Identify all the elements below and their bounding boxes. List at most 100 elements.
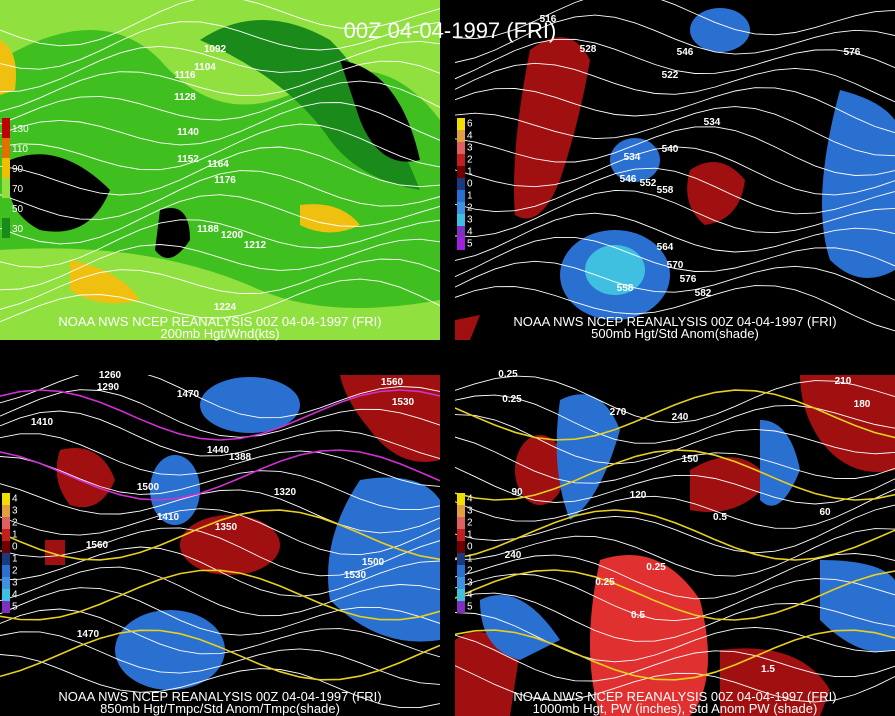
temperature-line <box>0 389 440 441</box>
colorbar-label: 4 <box>467 130 473 141</box>
colorbar-label: 2 <box>12 565 18 576</box>
colorbar-swatch <box>457 517 465 529</box>
contour-line <box>0 0 440 47</box>
contour-line <box>0 631 440 685</box>
contour-label: 1500 <box>137 482 160 493</box>
colorbar-label: 3 <box>12 505 18 516</box>
contour-label: 1388 <box>229 452 252 463</box>
colorbar-swatch <box>457 190 465 202</box>
contour-line <box>0 123 440 171</box>
contour-label: 0.25 <box>595 577 615 588</box>
colorbar-label: 4 <box>467 589 473 600</box>
contour-line <box>0 21 440 70</box>
colorbar-label: 130 <box>12 124 29 135</box>
contour-line <box>455 466 895 505</box>
contour-line <box>0 60 440 112</box>
contour-label: 522 <box>662 70 679 81</box>
contour-line <box>455 87 895 134</box>
panel-caption: 500mb Hgt/Std Anom(shade) <box>591 326 759 341</box>
contour-label: 564 <box>657 242 674 253</box>
contour-label: 576 <box>680 274 697 285</box>
contour-line <box>0 410 440 460</box>
colorbar-swatch <box>457 178 465 190</box>
colorbar-label: 1 <box>467 166 473 177</box>
contour-group <box>0 0 440 323</box>
colorbar-label: 3 <box>467 577 473 588</box>
contour-line <box>0 258 440 310</box>
contour-line <box>0 456 440 511</box>
contour-line <box>455 126 895 176</box>
contour-label: 582 <box>695 288 712 299</box>
contour-label: 1212 <box>244 240 267 251</box>
yellow-contour <box>0 569 440 621</box>
contour-line <box>455 212 895 261</box>
contour-label: 1128 <box>174 92 196 103</box>
colorbar-label: 50 <box>12 204 24 215</box>
colorbar-swatch <box>457 166 465 178</box>
contour-label: 1560 <box>86 540 109 551</box>
contour-label: 270 <box>610 407 627 418</box>
contour-label: 1.5 <box>761 664 775 675</box>
colorbar-swatch <box>2 577 10 589</box>
panel-200mb <box>0 0 440 340</box>
colorbar-label: 4 <box>467 493 473 504</box>
labels: NOAA NWS NCEP REANALYSIS 00Z 04-04-1997 … <box>2 14 871 716</box>
contour-label: 1320 <box>274 487 297 498</box>
colorbar-label: 70 <box>12 184 24 195</box>
contour-line <box>455 106 895 157</box>
contour-label: 150 <box>682 454 699 465</box>
panel-1000mb <box>455 375 895 716</box>
contour-label: 0.5 <box>713 512 727 523</box>
contour-line <box>455 62 895 103</box>
contour-line <box>455 436 895 484</box>
contour-line <box>455 573 895 622</box>
yellow-contour <box>455 449 895 501</box>
contour-line <box>455 634 895 682</box>
contour-label: 120 <box>630 490 647 501</box>
contour-line <box>0 170 440 220</box>
contour-line <box>0 566 440 617</box>
colorbar-swatch <box>2 493 10 505</box>
contour-line <box>0 587 440 636</box>
contour-label: 1200 <box>221 230 244 241</box>
contour-line <box>455 612 895 663</box>
contour-label: 90 <box>511 487 523 498</box>
contour-label: 1104 <box>194 62 216 73</box>
contour-label: 0.25 <box>502 394 522 405</box>
colorbar-swatch <box>2 158 10 178</box>
colorbar-swatch <box>457 130 465 142</box>
panel-500mb <box>455 8 895 340</box>
colorbar-label: 110 <box>12 144 28 155</box>
contour-line <box>0 389 440 438</box>
contour-line <box>455 236 895 278</box>
contour-line <box>455 189 895 238</box>
colorbar-swatch <box>457 142 465 154</box>
contour-line <box>0 238 440 291</box>
contour-line <box>455 146 895 196</box>
contour-label: 1092 <box>204 44 227 55</box>
yellow-contour <box>455 629 895 681</box>
contour-line <box>0 508 440 556</box>
contour-label: 0.25 <box>646 562 666 573</box>
contour-label: 516 <box>540 14 557 25</box>
colorbar-label: 5 <box>467 601 473 612</box>
colorbar-swatch <box>457 214 465 226</box>
contour-group <box>455 0 895 332</box>
temperature-line <box>0 449 440 501</box>
yellow-contour <box>455 569 895 621</box>
contour-label: 1470 <box>177 389 200 400</box>
colorbar-swatch <box>2 178 10 198</box>
colorbar-swatch <box>457 529 465 541</box>
contour-label: 1560 <box>381 377 404 388</box>
colorbar-swatch <box>2 529 10 541</box>
contour-line <box>0 40 440 93</box>
contour-label: 540 <box>662 144 679 155</box>
colorbar-label: 4 <box>467 226 473 237</box>
contour-line <box>455 665 895 703</box>
contour-line <box>0 654 440 709</box>
contour-label: 1176 <box>214 175 236 186</box>
contour-label: 1410 <box>157 512 180 523</box>
contour-label: 546 <box>677 47 694 58</box>
contour-label: 534 <box>624 152 641 163</box>
